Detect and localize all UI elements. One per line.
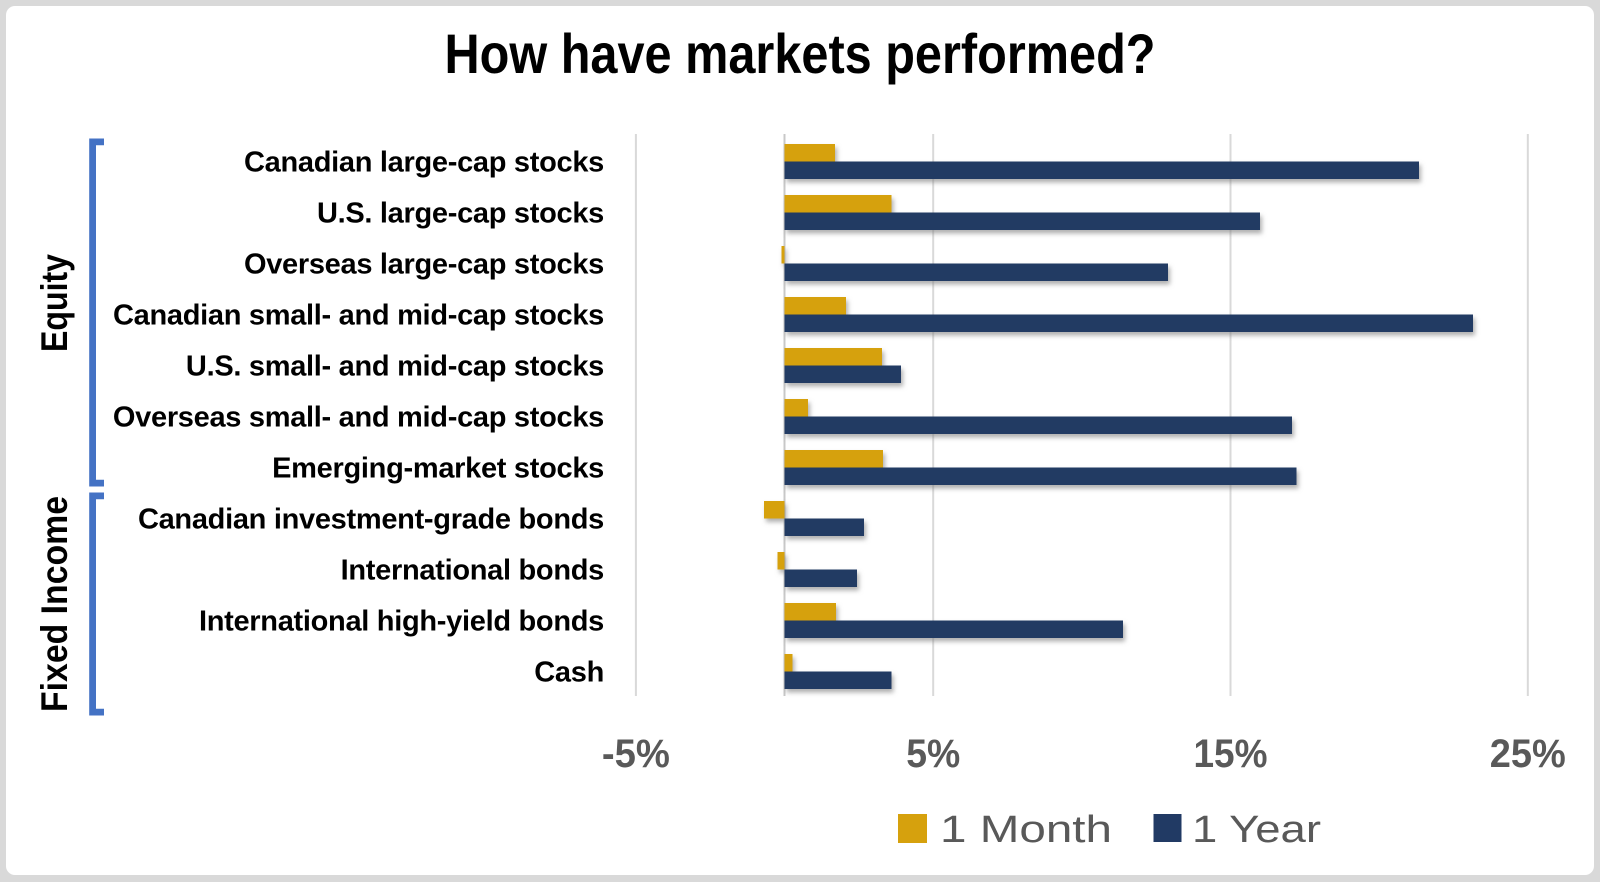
svg-text:Canadian investment-grade bond: Canadian investment-grade bonds	[138, 504, 604, 536]
svg-text:Overseas large-cap stocks: Overseas large-cap stocks	[244, 249, 604, 281]
svg-text:1 Year: 1 Year	[1192, 809, 1321, 851]
svg-text:Equity: Equity	[34, 254, 75, 352]
svg-text:International bonds: International bonds	[341, 555, 604, 587]
svg-text:Overseas small- and mid-cap st: Overseas small- and mid-cap stocks	[113, 402, 604, 434]
svg-text:U.S. large-cap stocks: U.S. large-cap stocks	[317, 198, 604, 230]
svg-text:U.S. small- and mid-cap stocks: U.S. small- and mid-cap stocks	[186, 351, 604, 383]
svg-text:Fixed Income: Fixed Income	[34, 496, 75, 712]
svg-text:-5%: -5%	[602, 732, 670, 776]
svg-text:1 Month: 1 Month	[940, 809, 1112, 851]
svg-text:Canadian small- and mid-cap st: Canadian small- and mid-cap stocks	[113, 300, 604, 332]
svg-text:25%: 25%	[1490, 732, 1566, 776]
svg-text:5%: 5%	[906, 732, 960, 776]
svg-text:Cash: Cash	[534, 657, 604, 689]
svg-text:Emerging-market stocks: Emerging-market stocks	[272, 453, 604, 485]
svg-text:International high-yield bonds: International high-yield bonds	[199, 606, 604, 638]
svg-text:Canadian large-cap stocks: Canadian large-cap stocks	[244, 147, 604, 179]
svg-text:15%: 15%	[1194, 732, 1268, 776]
svg-text:How have markets performed?: How have markets performed?	[445, 22, 1156, 85]
